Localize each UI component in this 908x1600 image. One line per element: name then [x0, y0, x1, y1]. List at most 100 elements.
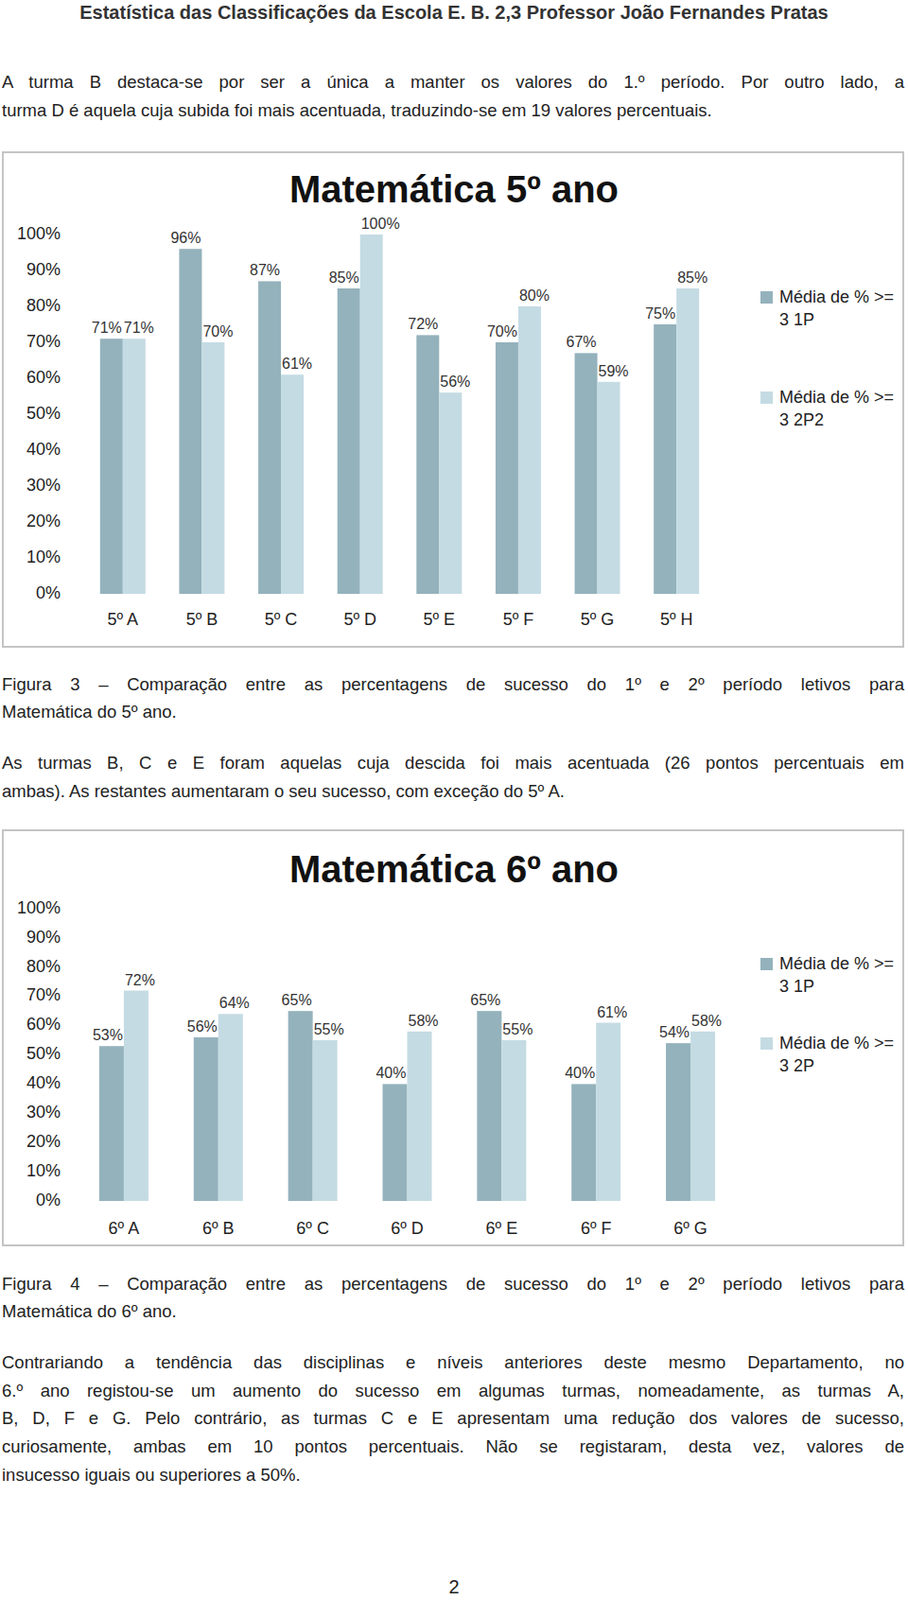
- category-label: 5º A: [107, 610, 140, 629]
- bar: [665, 1043, 691, 1202]
- legend-label: Média de % >= 3 1P: [779, 285, 895, 332]
- legend-entry: Média de % >= 3 2P2: [760, 385, 898, 434]
- data-label: 65%: [281, 992, 313, 1009]
- category-label: 6º A: [108, 1219, 140, 1239]
- bar: [100, 338, 123, 594]
- bar: [258, 280, 281, 594]
- chart-frame: Matemática 6º ano0%10%20%30%40%50%60%70%…: [1, 829, 905, 1247]
- data-label: 87%: [249, 261, 280, 279]
- bar: [653, 324, 677, 594]
- bar: [476, 1011, 502, 1202]
- y-tick-label: 80%: [26, 296, 61, 315]
- caption: Figura 3 – Comparação entre as percentag…: [1, 670, 905, 726]
- data-label: 55%: [502, 1021, 533, 1038]
- text-line: Figura 3 – Comparação entre as percentag…: [1, 670, 905, 699]
- page: Estatística das Classificações da Escola…: [0, 0, 908, 1600]
- bars: [100, 234, 699, 594]
- text-line: As turmas B, C e E foram aquelas cuja de…: [1, 749, 905, 778]
- data-label: 70%: [202, 323, 233, 340]
- y-tick-label: 30%: [26, 1102, 61, 1122]
- y-tick-label: 20%: [26, 511, 61, 531]
- category-label: 5º B: [186, 610, 219, 629]
- data-label: 65%: [470, 992, 501, 1009]
- legend-label: Média de % >= 3 2P2: [779, 385, 895, 432]
- bar: [122, 338, 146, 594]
- data-label: 72%: [407, 315, 438, 332]
- bar: [438, 392, 462, 594]
- y-tick-label: 0%: [35, 1190, 61, 1210]
- y-tick-label: 50%: [26, 1044, 61, 1064]
- y-tick-label: 10%: [26, 1161, 61, 1181]
- bar: [313, 1040, 338, 1202]
- chart-frame: Matemática 5º ano0%10%20%30%40%50%60%70%…: [1, 151, 905, 648]
- y-tick-label: 100%: [17, 224, 61, 244]
- bar: [337, 288, 361, 594]
- text-line: B, D, F e G. Pelo contrário, as turmas C…: [1, 1404, 905, 1433]
- y-tick-label: 70%: [26, 331, 61, 351]
- bar: [575, 352, 598, 594]
- category-label: 6º D: [390, 1219, 424, 1239]
- text-line: 6.º ano registou-se um aumento do sucess…: [1, 1377, 905, 1406]
- paragraph: As turmas B, C e E foram aquelas cuja de…: [1, 749, 905, 806]
- legend-swatch: [760, 391, 773, 404]
- text-line: Matemática do 6º ano.: [1, 1297, 905, 1326]
- y-tick-label: 60%: [26, 367, 61, 387]
- data-label: 67%: [566, 333, 597, 350]
- data-label: 64%: [219, 995, 250, 1012]
- bar: [193, 1037, 219, 1202]
- data-label: 40%: [375, 1065, 406, 1082]
- y-tick-label: 70%: [26, 985, 61, 1005]
- y-tick-label: 80%: [26, 957, 61, 977]
- paragraph: Contrariando a tendência das disciplinas…: [1, 1348, 905, 1490]
- text-line: Matemática do 5º ano.: [1, 698, 905, 726]
- category-label: 6º F: [580, 1219, 612, 1239]
- data-label: 53%: [92, 1027, 123, 1044]
- data-label: 61%: [281, 355, 313, 372]
- data-label: 72%: [124, 972, 156, 989]
- text-line: turma D é aquela cuja subida foi mais ac…: [1, 96, 905, 125]
- bar: [218, 1013, 244, 1202]
- text-line: A turma B destaca-se por ser a única a m…: [1, 68, 905, 97]
- legend-entry: Média de % >= 3 2P: [760, 1031, 898, 1080]
- text-line: Contrariando a tendência das disciplinas…: [1, 1348, 905, 1378]
- data-label: 96%: [170, 229, 201, 246]
- data-label: 80%: [519, 287, 550, 304]
- data-label: 71%: [123, 319, 155, 336]
- caption: Figura 4 – Comparação entre as percentag…: [1, 1270, 905, 1326]
- category-label: 6º B: [202, 1219, 235, 1239]
- text-line: insucesso iguais ou superiores a 50%.: [1, 1461, 905, 1490]
- y-tick-label: 0%: [35, 583, 61, 603]
- data-label: 70%: [487, 323, 518, 340]
- y-tick-label: 20%: [26, 1132, 61, 1152]
- chart-title: Matemática 6º ano: [289, 848, 619, 891]
- legend-swatch: [760, 1037, 773, 1050]
- text-line: curiosamente, ambas em 10 pontos percent…: [1, 1432, 905, 1462]
- data-label: 100%: [361, 215, 401, 232]
- bar: [676, 288, 699, 594]
- text-line: ambas). As restantes aumentaram o seu su…: [1, 777, 905, 806]
- bar: [280, 374, 304, 594]
- bar: [99, 1046, 124, 1202]
- data-label: 61%: [596, 1004, 628, 1021]
- paragraph: A turma B destaca-se por ser a única a m…: [1, 68, 905, 125]
- bar: [571, 1083, 596, 1202]
- data-label: 58%: [691, 1012, 722, 1030]
- y-tick-label: 100%: [17, 898, 61, 918]
- data-label: 75%: [645, 305, 676, 322]
- y-tick-label: 30%: [26, 475, 61, 495]
- data-label: 56%: [187, 1018, 218, 1035]
- legend-swatch: [760, 291, 773, 304]
- data-label: 58%: [408, 1012, 439, 1030]
- category-label: 6º C: [296, 1219, 330, 1239]
- bar: [501, 1040, 526, 1202]
- legend-entry: Média de % >= 3 1P: [760, 952, 898, 1000]
- bar: [595, 1023, 621, 1202]
- bar: [178, 248, 202, 594]
- y-tick-label: 40%: [26, 1073, 61, 1093]
- bar: [518, 306, 542, 594]
- data-label: 85%: [329, 269, 360, 286]
- bar: [383, 1083, 408, 1202]
- data-label: 71%: [91, 319, 123, 336]
- data-labels: 71%96%87%85%72%70%67%75%71%70%61%100%56%…: [91, 215, 708, 390]
- header-title: Estatística das Classificações da Escola…: [0, 1, 908, 24]
